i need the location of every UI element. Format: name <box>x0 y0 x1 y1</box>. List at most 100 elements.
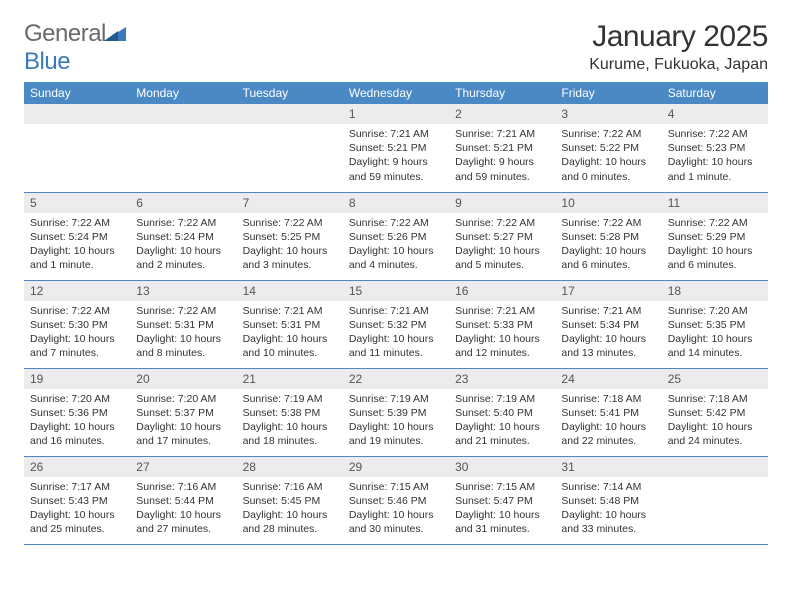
sunrise-line: Sunrise: 7:21 AM <box>243 305 323 317</box>
sunrise-line: Sunrise: 7:22 AM <box>136 217 216 229</box>
day-body: Sunrise: 7:22 AMSunset: 5:23 PMDaylight:… <box>662 124 768 188</box>
sunrise-line: Sunrise: 7:22 AM <box>136 305 216 317</box>
day-cell: 6Sunrise: 7:22 AMSunset: 5:24 PMDaylight… <box>130 192 236 280</box>
day-cell: 22Sunrise: 7:19 AMSunset: 5:39 PMDayligh… <box>343 368 449 456</box>
sunrise-line: Sunrise: 7:20 AM <box>136 393 216 405</box>
sunset-line: Sunset: 5:24 PM <box>136 231 214 243</box>
daylight-line: Daylight: 10 hours and 28 minutes. <box>243 509 328 535</box>
day-body: Sunrise: 7:21 AMSunset: 5:32 PMDaylight:… <box>343 301 449 365</box>
day-cell: 30Sunrise: 7:15 AMSunset: 5:47 PMDayligh… <box>449 456 555 544</box>
day-number: 15 <box>343 281 449 301</box>
day-cell: 8Sunrise: 7:22 AMSunset: 5:26 PMDaylight… <box>343 192 449 280</box>
day-body: Sunrise: 7:22 AMSunset: 5:29 PMDaylight:… <box>662 213 768 277</box>
day-cell: 14Sunrise: 7:21 AMSunset: 5:31 PMDayligh… <box>237 280 343 368</box>
daylight-line: Daylight: 10 hours and 12 minutes. <box>455 333 540 359</box>
daylight-line: Daylight: 10 hours and 5 minutes. <box>455 245 540 271</box>
sunset-line: Sunset: 5:46 PM <box>349 495 427 507</box>
day-body: Sunrise: 7:20 AMSunset: 5:37 PMDaylight:… <box>130 389 236 453</box>
sunset-line: Sunset: 5:42 PM <box>668 407 746 419</box>
location-text: Kurume, Fukuoka, Japan <box>589 56 768 74</box>
sunset-line: Sunset: 5:43 PM <box>30 495 108 507</box>
sunset-line: Sunset: 5:27 PM <box>455 231 533 243</box>
sunrise-line: Sunrise: 7:19 AM <box>455 393 535 405</box>
day-cell: 27Sunrise: 7:16 AMSunset: 5:44 PMDayligh… <box>130 456 236 544</box>
day-body: Sunrise: 7:22 AMSunset: 5:31 PMDaylight:… <box>130 301 236 365</box>
daylight-line: Daylight: 10 hours and 17 minutes. <box>136 421 221 447</box>
week-row: 26Sunrise: 7:17 AMSunset: 5:43 PMDayligh… <box>24 456 768 544</box>
sunset-line: Sunset: 5:21 PM <box>349 142 427 154</box>
day-number: 27 <box>130 457 236 477</box>
sunset-line: Sunset: 5:40 PM <box>455 407 533 419</box>
sunset-line: Sunset: 5:23 PM <box>668 142 746 154</box>
day-body: Sunrise: 7:19 AMSunset: 5:38 PMDaylight:… <box>237 389 343 453</box>
sunrise-line: Sunrise: 7:22 AM <box>30 305 110 317</box>
day-number-empty <box>237 104 343 124</box>
week-row: 5 Sunrise: 7:22 AM Sunset: 5:24 PM Daylight… <box>24 192 768 280</box>
day-number: 4 <box>662 104 768 124</box>
sunset-line: Sunset: 5:45 PM <box>243 495 321 507</box>
day-cell: 17Sunrise: 7:21 AMSunset: 5:34 PMDayligh… <box>555 280 661 368</box>
sunset-line: Sunset: 5:32 PM <box>349 319 427 331</box>
day-number: 24 <box>555 369 661 389</box>
calendar-table: Sunday Monday Tuesday Wednesday Thursday… <box>24 82 768 545</box>
day-header: Thursday <box>449 82 555 104</box>
calendar-body: 1Sunrise: 7:21 AMSunset: 5:21 PMDaylight… <box>24 104 768 544</box>
sunrise-line: Sunrise: 7:19 AM <box>243 393 323 405</box>
brand-part1: General <box>24 20 106 47</box>
sunrise-line: Sunrise: 7:22 AM <box>561 128 641 140</box>
day-body: Sunrise: 7:21 AMSunset: 5:31 PMDaylight:… <box>237 301 343 365</box>
day-number: 10 <box>555 193 661 213</box>
daylight-line: Daylight: 10 hours and 0 minutes. <box>561 156 646 182</box>
day-body: Sunrise: 7:19 AMSunset: 5:39 PMDaylight:… <box>343 389 449 453</box>
sunset-line: Sunset: 5:47 PM <box>455 495 533 507</box>
day-body: Sunrise: 7:22 AMSunset: 5:27 PMDaylight:… <box>449 213 555 277</box>
day-cell: 11Sunrise: 7:22 AMSunset: 5:29 PMDayligh… <box>662 192 768 280</box>
sunset-line: Sunset: 5:29 PM <box>668 231 746 243</box>
day-number: 30 <box>449 457 555 477</box>
daylight-line: Daylight: 10 hours and 7 minutes. <box>30 333 115 359</box>
day-number: 8 <box>343 193 449 213</box>
sunset-line: Sunset: 5:22 PM <box>561 142 639 154</box>
day-cell: 12Sunrise: 7:22 AMSunset: 5:30 PMDayligh… <box>24 280 130 368</box>
day-header: Wednesday <box>343 82 449 104</box>
day-body: Sunrise: 7:21 AMSunset: 5:34 PMDaylight:… <box>555 301 661 365</box>
daylight-line: Daylight: 10 hours and 25 minutes. <box>30 509 115 535</box>
day-number: 5 <box>24 193 130 213</box>
day-number: 13 <box>130 281 236 301</box>
daylight-line: Daylight: 10 hours and 3 minutes. <box>243 245 328 271</box>
day-cell: 13Sunrise: 7:22 AMSunset: 5:31 PMDayligh… <box>130 280 236 368</box>
day-number-empty <box>662 457 768 477</box>
day-number: 19 <box>24 369 130 389</box>
day-cell: 28Sunrise: 7:16 AMSunset: 5:45 PMDayligh… <box>237 456 343 544</box>
sunrise-line: Sunrise: 7:21 AM <box>455 305 535 317</box>
day-cell: 18Sunrise: 7:20 AMSunset: 5:35 PMDayligh… <box>662 280 768 368</box>
day-body: Sunrise: 7:22 AMSunset: 5:30 PMDaylight:… <box>24 301 130 365</box>
day-number: 23 <box>449 369 555 389</box>
day-number-empty <box>24 104 130 124</box>
sunset-line: Sunset: 5:25 PM <box>243 231 321 243</box>
day-body: Sunrise: 7:15 AMSunset: 5:46 PMDaylight:… <box>343 477 449 541</box>
day-cell: 5Sunrise: 7:22 AMSunset: 5:24 PMDaylight… <box>24 192 130 280</box>
day-cell <box>130 104 236 192</box>
sunset-line: Sunset: 5:36 PM <box>30 407 108 419</box>
sunset-line: Sunset: 5:35 PM <box>668 319 746 331</box>
day-number: 25 <box>662 369 768 389</box>
day-body: Sunrise: 7:22 AM Sunset: 5:22 PM Daylight:… <box>555 124 661 188</box>
day-body: Sunrise: 7:14 AMSunset: 5:48 PMDaylight:… <box>555 477 661 541</box>
day-cell: 2Sunrise: 7:21 AMSunset: 5:21 PMDaylight… <box>449 104 555 192</box>
daylight-line: Daylight: 10 hours and 31 minutes. <box>455 509 540 535</box>
day-body: Sunrise: 7:20 AMSunset: 5:36 PMDaylight:… <box>24 389 130 453</box>
day-cell: 31Sunrise: 7:14 AMSunset: 5:48 PMDayligh… <box>555 456 661 544</box>
sunset-line: Sunset: 5:33 PM <box>455 319 533 331</box>
day-number: 14 <box>237 281 343 301</box>
day-number: 29 <box>343 457 449 477</box>
daylight-line: Daylight: 10 hours and 16 minutes. <box>30 421 115 447</box>
day-body: Sunrise: 7:20 AMSunset: 5:35 PMDaylight:… <box>662 301 768 365</box>
daylight-line: Daylight: 10 hours and 4 minutes. <box>349 245 434 271</box>
day-body: Sunrise: 7:18 AMSunset: 5:41 PMDaylight:… <box>555 389 661 453</box>
day-number: 11 <box>662 193 768 213</box>
day-cell: 4Sunrise: 7:22 AMSunset: 5:23 PMDaylight… <box>662 104 768 192</box>
day-cell <box>662 456 768 544</box>
daylight-line: Daylight: 10 hours and 21 minutes. <box>455 421 540 447</box>
brand-text: GeneralBlue <box>24 20 126 76</box>
